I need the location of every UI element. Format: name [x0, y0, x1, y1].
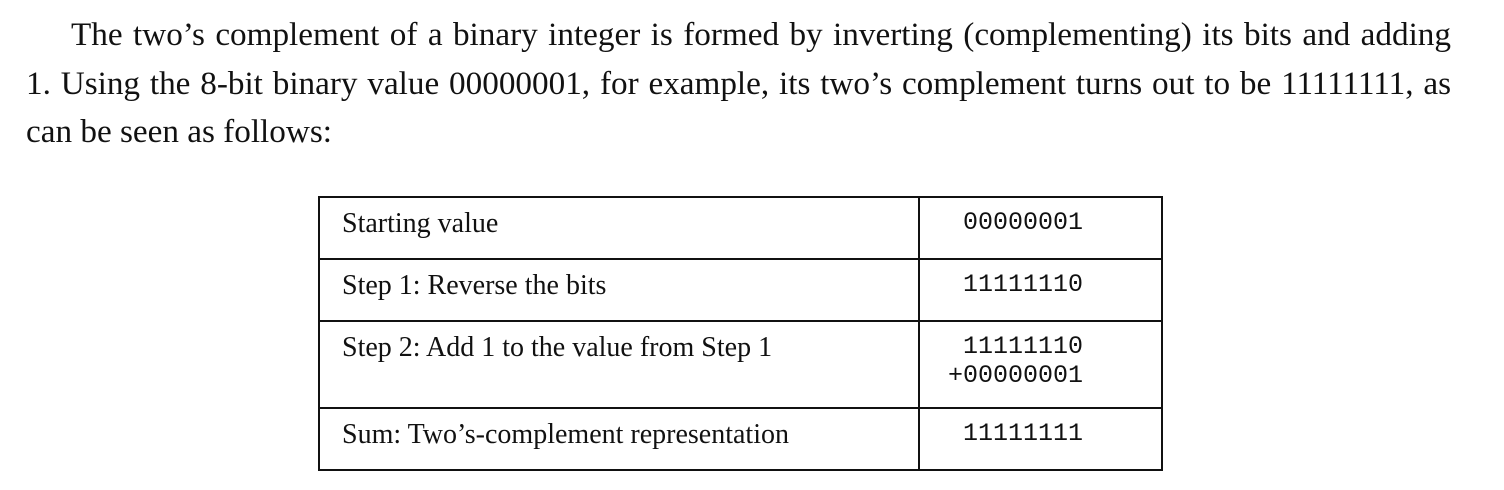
binary-value: 11111111	[962, 419, 1083, 448]
table-row-step-2: Step 2: Add 1 to the value from Step 1 1…	[318, 320, 1163, 409]
row-value-cell: 00000001	[918, 196, 1163, 260]
table-row-step-1: Step 1: Reverse the bits 11111110	[318, 258, 1163, 322]
row-label: Step 1: Reverse the bits	[318, 258, 920, 322]
row-label: Sum: Two’s-complement representation	[318, 407, 920, 471]
row-label: Step 2: Add 1 to the value from Step 1	[318, 320, 920, 409]
binary-value: 11111110	[962, 270, 1083, 299]
twos-complement-table: Starting value 00000001 Step 1: Reverse …	[318, 196, 1163, 471]
row-value-cell: 11111110	[918, 258, 1163, 322]
binary-value: 00000001	[962, 208, 1083, 237]
binary-addend-2: +00000001	[947, 361, 1083, 390]
row-label: Starting value	[318, 196, 920, 260]
table-row-starting-value: Starting value 00000001	[318, 196, 1163, 260]
body-paragraph: The two’s complement of a binary integer…	[26, 16, 1451, 150]
table-row-sum: Sum: Two’s-complement representation 111…	[318, 407, 1163, 471]
row-value-cell: 11111111	[918, 407, 1163, 471]
row-value-cell: 11111110 +00000001	[918, 320, 1163, 409]
binary-addend-1: 11111110	[962, 332, 1083, 361]
